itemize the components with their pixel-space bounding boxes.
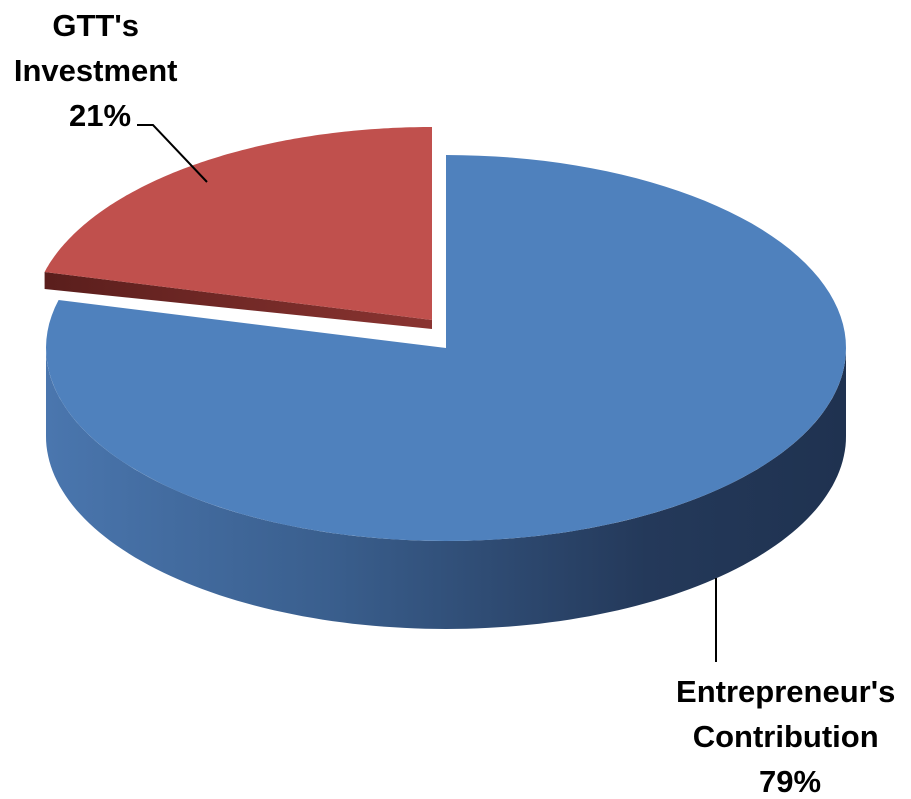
label-entrepreneur-percent: 79% [759, 764, 821, 799]
slice-entrepreneurs-contribution [46, 155, 846, 541]
data-label-entrepreneurs-contribution: Entrepreneur's Contribution 79% [676, 674, 904, 799]
slice-gtts-investment [44, 127, 432, 320]
label-gtts-percent: 21% [69, 98, 131, 133]
label-gtts-line-2: Investment [14, 53, 178, 88]
leader-line-gtts-investment [137, 124, 208, 183]
label-gtts-line-1: GTT's [52, 8, 139, 43]
label-entrepreneur-line-1: Entrepreneur's [676, 674, 895, 709]
slice-side-gtts-investment [44, 272, 432, 329]
slice-side-entrepreneurs-contribution [46, 348, 846, 629]
label-entrepreneur-line-2: Contribution [693, 719, 879, 754]
data-label-gtts-investment: GTT's Investment 21% [14, 8, 186, 133]
